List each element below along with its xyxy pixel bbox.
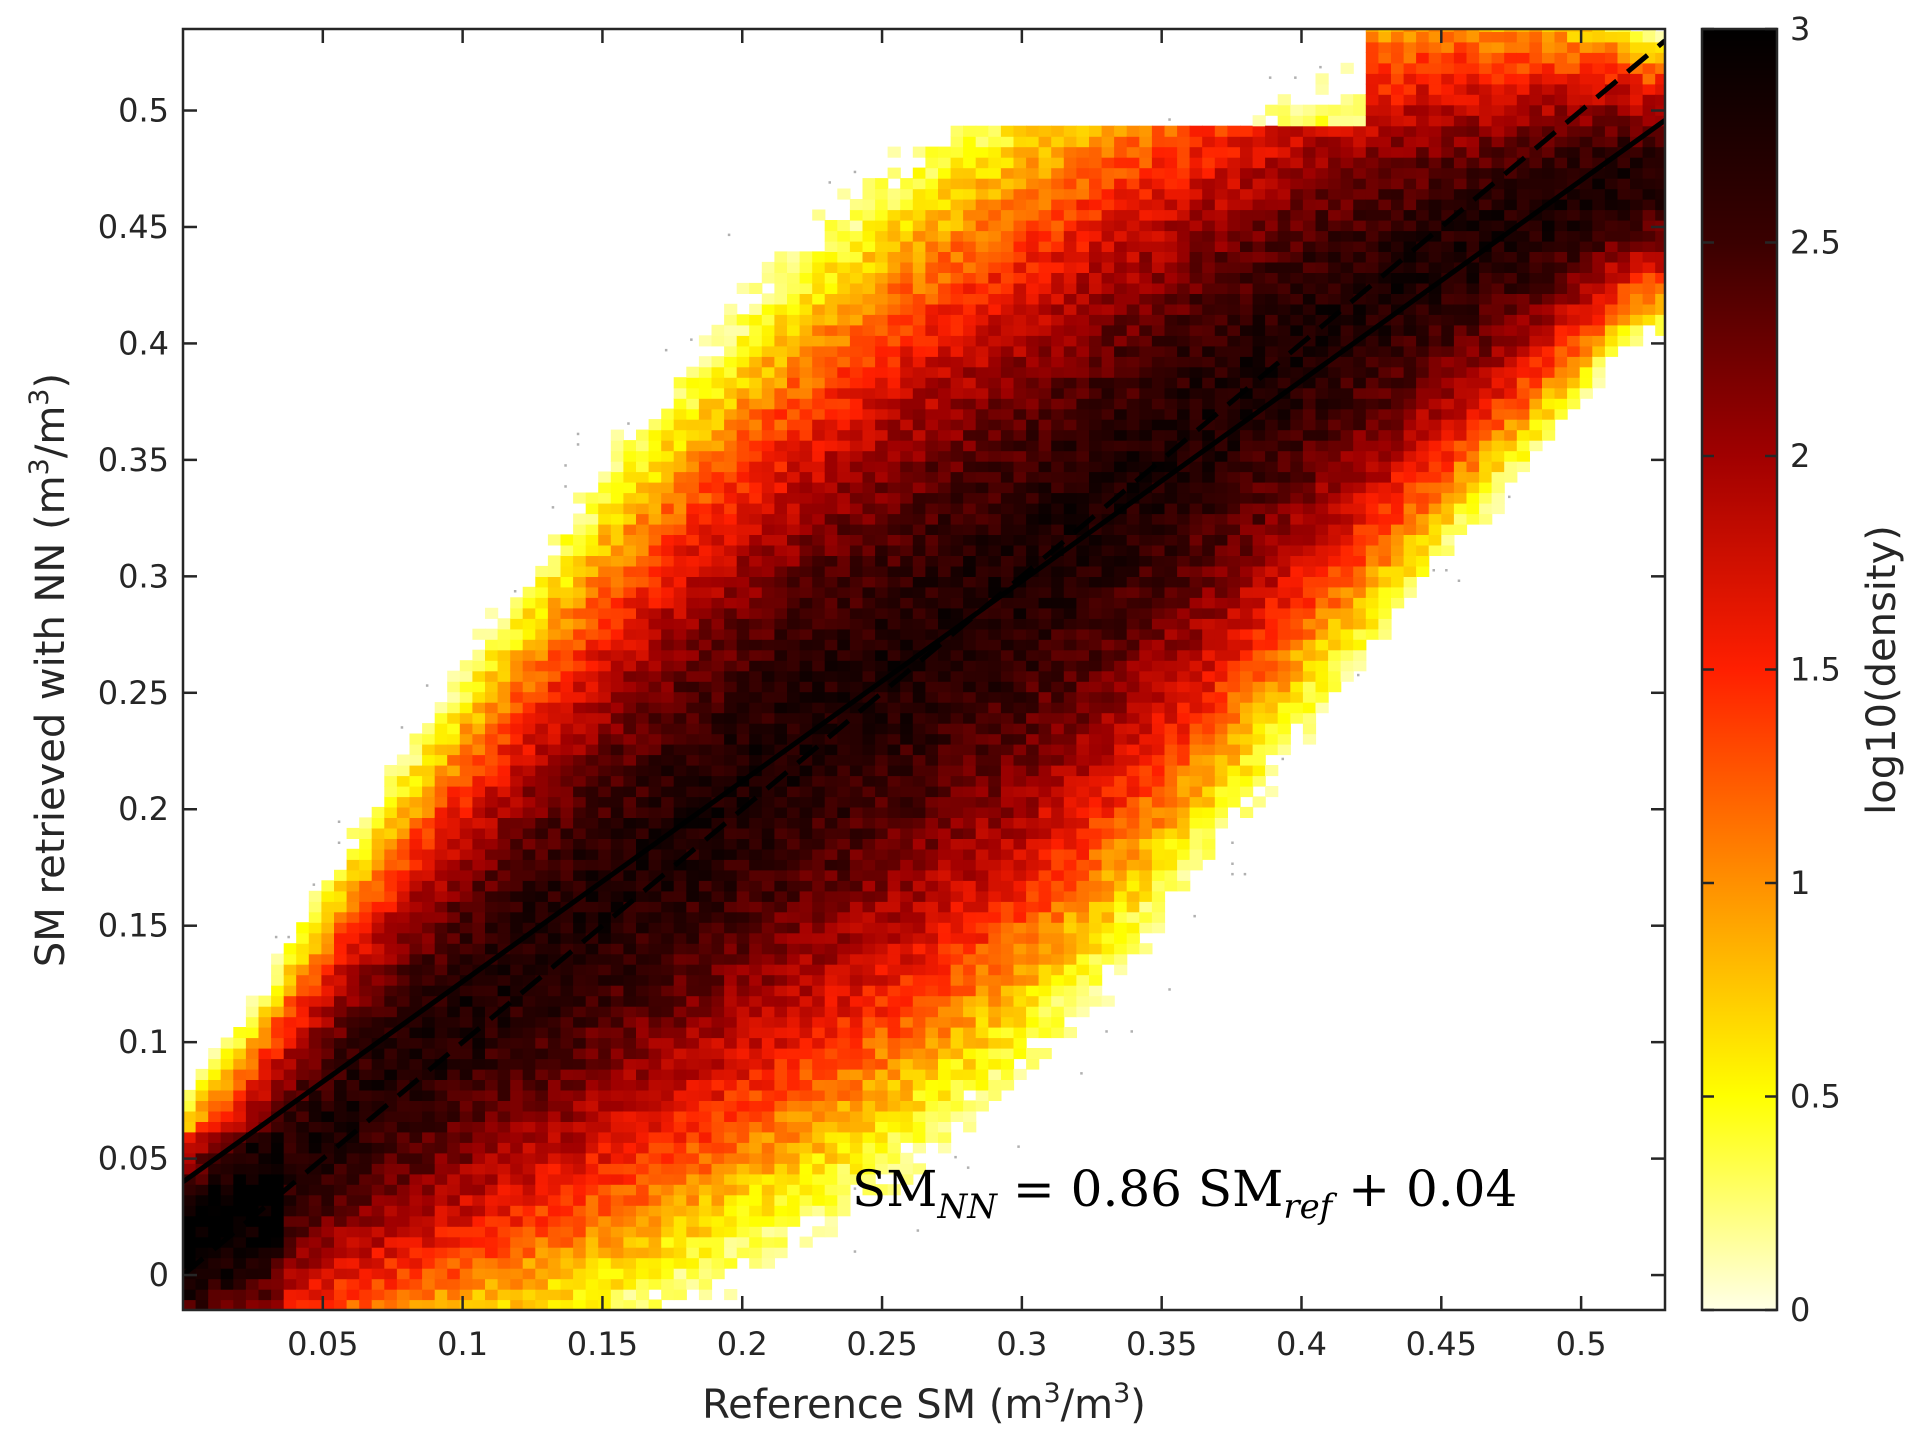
x-axis-ticks: 0.05 0.1 0.15 0.2 0.25 0.3 0.35 0.4 0.45 0.5 [287,29,1607,1363]
annotation-rhs-sub: ref [1283,1187,1337,1227]
y-tick-label: 0 [149,1256,169,1294]
y-tick-label: 0.15 [98,907,169,945]
y-tick-label: 0.05 [98,1140,169,1178]
y-axis-label: SM retrieved with NN (m3/m3) [24,373,74,967]
annotation-equation: SMNN = 0.86 SMref + 0.04 [852,1160,1517,1227]
colorbar-tick-label: 0.5 [1790,1078,1841,1116]
colorbar-tick-label: 2 [1790,437,1810,475]
colorbar-tick-label: 1.5 [1790,651,1841,689]
colorbar-tick-label: 1 [1790,864,1810,902]
y-axis-ticks: 0 0.05 0.1 0.15 0.2 0.25 0.3 0.35 0.4 0.45 0.5 [98,92,1665,1294]
x-tick-label: 0.1 [437,1325,488,1363]
y-tick-label: 0.35 [98,441,169,479]
annotation-rhs: + 0.04 [1332,1160,1517,1218]
colorbar-tick-label: 0 [1790,1291,1810,1329]
x-tick-label: 0.2 [717,1325,768,1363]
density-heatmap [183,29,1665,1310]
regression-line [183,118,1665,1184]
x-tick-label: 0.45 [1406,1325,1477,1363]
y-tick-label: 0.5 [118,92,169,130]
x-tick-label: 0.35 [1126,1325,1197,1363]
y-tick-label: 0.45 [98,208,169,246]
y-tick-label: 0.3 [118,557,169,595]
annotation-mid: = 0.86 SM [997,1160,1283,1218]
x-axis-label: Reference SM (m3/m3) [702,1378,1146,1428]
y-tick-label: 0.4 [118,324,169,362]
x-tick-label: 0.3 [996,1325,1047,1363]
fit-lines [183,38,1665,1277]
colorbar [1700,27,1779,1312]
y-tick-label: 0.1 [118,1023,169,1061]
x-tick-label: 0.4 [1276,1325,1327,1363]
x-tick-label: 0.05 [287,1325,358,1363]
colorbar-tick-label: 3 [1790,10,1810,48]
y-tick-label: 0.2 [118,790,169,828]
x-tick-label: 0.25 [846,1325,917,1363]
colorbar-tick-label: 2.5 [1790,224,1841,262]
one-to-one-line [183,38,1665,1277]
x-tick-label: 0.15 [567,1325,638,1363]
plot-frame [181,27,1667,1312]
annotation-lhs: SM [852,1160,937,1218]
y-tick-label: 0.25 [98,674,169,712]
colorbar-label: log10(density) [1859,525,1905,815]
x-tick-label: 0.5 [1556,1325,1607,1363]
annotation-lhs-sub: NN [936,1187,998,1227]
colorbar-ticks: 0 0.5 1 1.5 2 2.5 3 [1702,10,1841,1329]
